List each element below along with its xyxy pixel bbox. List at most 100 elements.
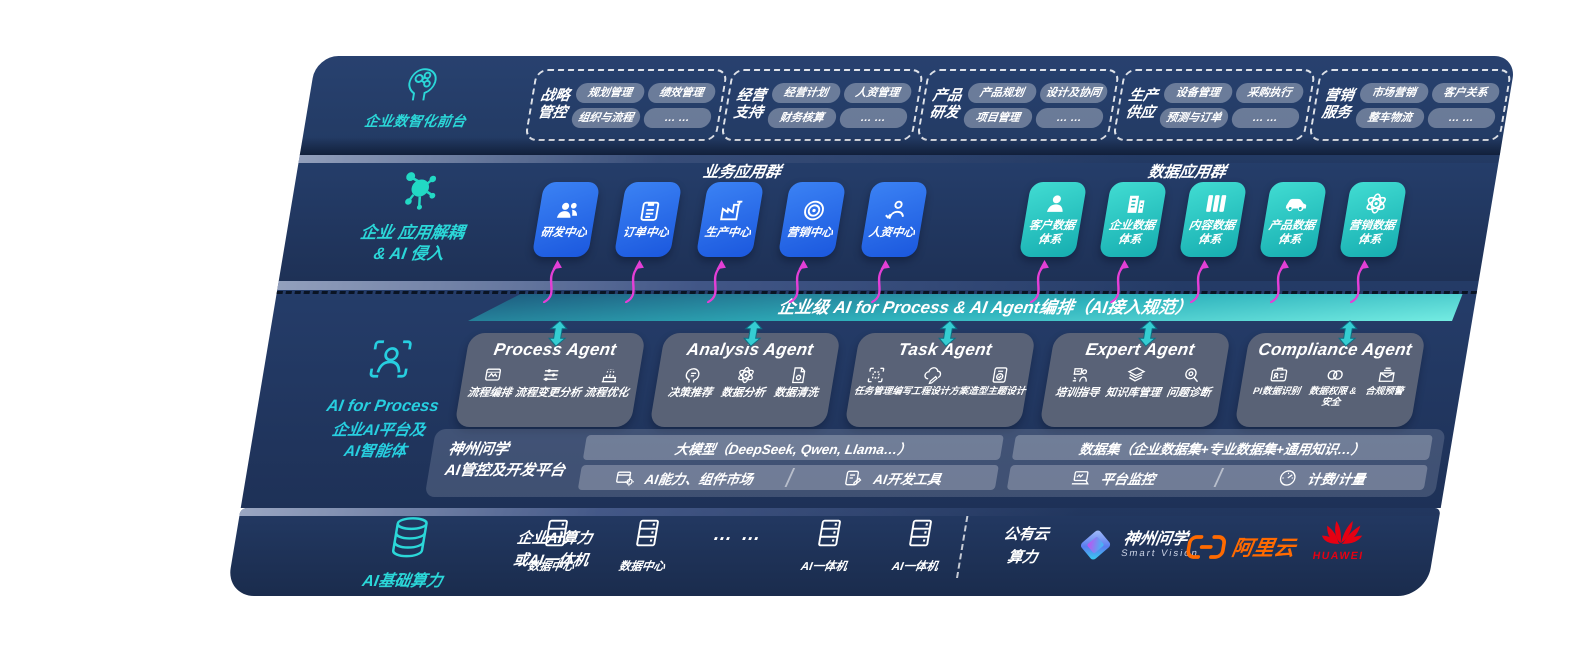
bus-double-arrow-icon	[741, 320, 766, 347]
front-chip: … …	[1425, 107, 1497, 128]
compute-node-label: AI一体机	[890, 561, 939, 573]
app-card-label: 研发中心	[539, 227, 588, 240]
model-column: 大模型（DeepSeek, Qwen, Llama…） AI能力、组件市场 AI开…	[577, 435, 1004, 490]
teach-icon	[1069, 365, 1092, 385]
front-chip: 产品规划	[966, 82, 1038, 103]
agent-items: 流程编排 流程变更分析 流程优化	[459, 365, 641, 400]
data-app-cards: 客户数据 体系 企业数据 体系 内容数据 体系 产品数据 体系 营销数据 体系	[1018, 182, 1408, 304]
ai-layer-band: 企业级 AI for Process & AI Agent编排（AI接入规范） …	[240, 281, 1479, 508]
agent-items: PI数据识别 数据权限 & 安全 合规预警	[1237, 365, 1420, 409]
front-chip: … …	[1229, 107, 1301, 128]
platform-label: 神州问学 AI管控及开发平台	[443, 441, 567, 479]
compute-node-label: AI一体机	[799, 561, 848, 573]
molecule-icon	[393, 167, 447, 213]
agent-items: 任务管理 编写工程设计方案 造型主题设计	[849, 365, 1031, 398]
window-gear-icon	[613, 468, 636, 488]
front-group-name: 产品 研发	[928, 87, 964, 121]
dataset-bar: 数据集（企业数据集+专业数据集+通用知识…）	[1011, 435, 1433, 460]
agent-card: Compliance Agent PI数据识别 数据权限 & 安全 合规预警	[1234, 333, 1427, 427]
front-group-3: 产品 研发 产品规划 设计及协同 项目管理… …	[916, 69, 1121, 141]
ai-bus-bar: 企业级 AI for Process & AI Agent编排（AI接入规范）	[468, 294, 1463, 321]
front-chip: 预测与订单	[1158, 107, 1230, 128]
agent-item-label: 流程优化	[583, 387, 630, 399]
customer-icon	[1041, 191, 1070, 216]
gauge-icon	[1276, 468, 1299, 488]
app-layer-band: 企业 应用解耦 & AI 侵入 业务应用群 研发中心 订单中心 生产中心 营销中心 人资中…	[278, 155, 1500, 304]
agent-item: 知识库管理	[1104, 365, 1165, 400]
agent-item-label: 知识库管理	[1104, 387, 1162, 399]
business-app-card: 研发中心	[531, 182, 601, 304]
agent-item: 流程优化	[583, 365, 633, 400]
platform-cell: 平台监控	[1007, 465, 1220, 490]
agent-item: 培训指导	[1054, 365, 1104, 400]
agent-item: 造型主题设计	[967, 365, 1030, 398]
platform-cell-label: AI开发工具	[872, 471, 943, 487]
atom-icon	[734, 365, 757, 385]
agent-item: 合规预警	[1364, 365, 1408, 398]
data-app-card: 营销数据 体系	[1338, 182, 1408, 304]
front-chip: 经营计划	[770, 82, 842, 103]
hr-person-icon	[881, 198, 910, 223]
factory-icon	[717, 198, 746, 223]
agent-item: 问题诊断	[1166, 365, 1216, 400]
front-group-2: 经营 支持 经营计划 人资管理 财务核算… …	[720, 69, 925, 141]
lock-link-icon	[1324, 365, 1347, 385]
app-card-label: 产品数据 体系	[1267, 220, 1316, 246]
platform-cell-label: AI能力、组件市场	[643, 471, 755, 487]
layers-icon	[1124, 365, 1147, 385]
front-chip: 市场营销	[1358, 82, 1430, 103]
server-icon	[903, 518, 938, 548]
front-group-chips: 规划管理 绩效管理 组织与流程… …	[570, 82, 717, 128]
clipboard-icon	[635, 198, 664, 223]
agent-title: Compliance Agent	[1256, 340, 1414, 359]
doc-gear-icon	[787, 365, 810, 385]
front-chip: … …	[837, 107, 909, 128]
front-chip: 采购执行	[1234, 82, 1305, 103]
huawei-flower-icon	[1318, 516, 1367, 548]
scan-person-icon	[364, 336, 418, 382]
front-chip: … …	[1033, 107, 1105, 128]
front-group-4: 生产 供应 设备管理 采购执行 预测与订单… …	[1112, 69, 1317, 141]
front-chip: 项目管理	[962, 107, 1034, 128]
server-icon	[539, 518, 574, 548]
vendor-logo-huawei: HUAWEI	[1312, 516, 1371, 562]
bus-double-arrow-icon	[1136, 320, 1161, 347]
data-app-card: 内容数据 体系	[1178, 182, 1248, 304]
business-apps-title: 业务应用群	[701, 164, 783, 181]
agent-item-label: 决策推荐	[666, 387, 713, 399]
divider-dashed	[956, 516, 969, 578]
mail-alert-icon	[1375, 365, 1398, 385]
front-group-name: 营销 服务	[1320, 87, 1356, 121]
compute-node: AI一体机	[790, 518, 865, 574]
front-layer-title: 企业数智化前台	[363, 113, 468, 129]
tool-pen-icon	[842, 468, 865, 488]
front-chip: 设备管理	[1162, 82, 1234, 103]
agent-item: 编写工程设计方案	[891, 365, 973, 398]
flow-monitor-icon	[481, 365, 504, 385]
enterprise-icon	[1121, 191, 1150, 216]
agent-item: 决策推荐	[667, 365, 717, 400]
team-icon	[553, 198, 582, 223]
agent-item-label: 编写工程设计方案	[891, 386, 970, 397]
decouple-label: 企业 应用解耦 & AI 侵入	[299, 167, 531, 266]
front-group-name: 战略 管控	[536, 87, 572, 121]
id-card-icon	[1268, 365, 1291, 385]
app-card-label: 客户数据 体系	[1027, 220, 1076, 246]
model-bar: 大模型（DeepSeek, Qwen, Llama…）	[582, 435, 1004, 460]
agent-item: 数据分析	[720, 365, 770, 400]
flow-arrow-icon	[785, 259, 816, 304]
agent-item-label: 流程变更分析	[513, 387, 582, 399]
flow-arrow-icon	[1346, 259, 1377, 304]
agent-item-label: 合规预警	[1364, 386, 1405, 397]
app-card-label: 营销中心	[785, 227, 834, 240]
agent-item-label: PI数据识别	[1252, 386, 1301, 397]
infra-layer-band: AI基础算力 企业AI算力 或AI一体机 数据中心 数据中心… … AI一体机 AI一体…	[226, 508, 1441, 596]
agent-card: Process Agent 流程编排 流程变更分析 流程优化	[454, 333, 647, 427]
server-icon	[630, 518, 665, 548]
business-app-card: 营销中心	[777, 182, 847, 304]
bus-double-arrow-icon	[936, 320, 961, 347]
dataset-column: 数据集（企业数据集+专业数据集+通用知识…） 平台监控 计费/计量	[1006, 435, 1433, 490]
front-group-chips: 经营计划 人资管理 财务核算… …	[766, 82, 913, 128]
app-card-label: 订单中心	[621, 227, 670, 240]
front-layer-label: 企业数智化前台	[326, 61, 514, 131]
